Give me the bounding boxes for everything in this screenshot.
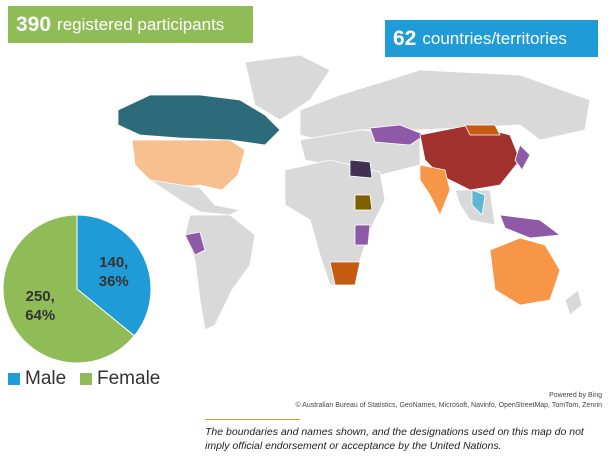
countries-label: countries/territories xyxy=(422,28,567,48)
data-label: 250, 64% xyxy=(25,288,56,325)
attribution: © Australian Bureau of Statistics, GeoNa… xyxy=(295,402,602,409)
legend-item: Female xyxy=(80,368,160,390)
participants-badge: 390 registered participants xyxy=(8,6,253,43)
legend-label: Male xyxy=(25,368,67,389)
legend-swatch xyxy=(8,373,20,385)
legend-label: Female xyxy=(97,368,161,389)
disclaimer: The boundaries and names shown, and the … xyxy=(205,426,584,452)
countries-number: 62 xyxy=(393,26,417,50)
pie-slice xyxy=(76,214,152,337)
pie-chart xyxy=(2,214,152,364)
legend-swatch xyxy=(80,373,92,385)
pie-slice xyxy=(2,214,136,364)
countries xyxy=(117,54,591,331)
countries-badge: 62 countries/territories xyxy=(385,20,598,57)
participants-number: 390 xyxy=(16,12,52,36)
powered-by: Powered by Bing xyxy=(549,392,602,399)
legend-item: Male xyxy=(8,368,66,390)
data-label: 140, 36% xyxy=(98,253,129,290)
participants-label: registered participants xyxy=(57,14,225,34)
separator xyxy=(205,419,300,420)
